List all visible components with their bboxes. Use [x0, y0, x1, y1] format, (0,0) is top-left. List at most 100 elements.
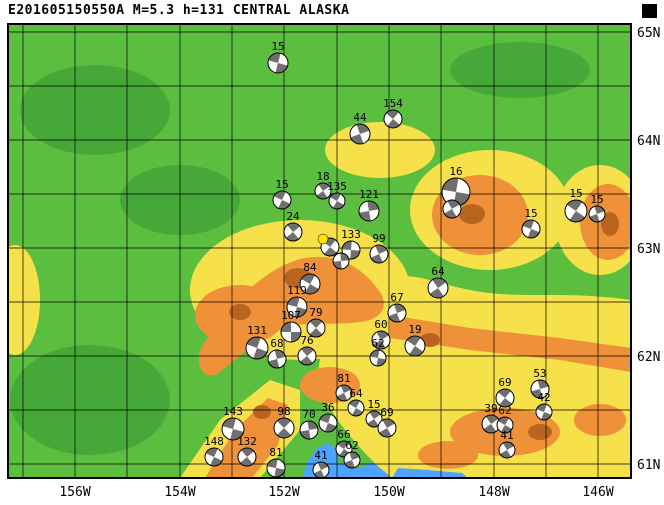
coastal-water — [392, 468, 468, 478]
beachball-quadrant — [267, 459, 278, 468]
focal-mechanism: 132 — [237, 435, 257, 467]
depth-label: 66 — [337, 428, 350, 441]
beachball-outline — [535, 403, 553, 421]
focal-mechanism: 133 — [341, 228, 361, 260]
beachball-outline — [369, 244, 389, 264]
focal-mechanism: 15 — [267, 40, 289, 74]
terrain-layer — [8, 24, 631, 478]
focal-mechanism: 143 — [221, 405, 245, 441]
focal-mechanism: 36 — [318, 401, 338, 433]
depth-label: 36 — [321, 401, 334, 414]
depth-label: 67 — [390, 291, 403, 304]
beachball-quadrant — [309, 328, 323, 337]
depth-label: 119 — [287, 284, 307, 297]
beachball-outline — [371, 330, 391, 350]
beachball-outline — [530, 379, 550, 399]
focal-mechanism: 98 — [273, 405, 295, 439]
corner-marker-icon — [642, 4, 657, 18]
beachball-outline — [383, 109, 403, 129]
depth-label: 62 — [371, 337, 384, 350]
beachball-quadrant — [359, 211, 371, 221]
beachball-outline — [318, 413, 338, 433]
depth-label: 15 — [524, 207, 537, 220]
depth-label: 79 — [309, 306, 322, 319]
forest-patch — [20, 65, 170, 155]
depth-label: 70 — [302, 408, 315, 421]
focal-mechanism: 119 — [286, 284, 308, 318]
depth-label: 135 — [327, 180, 347, 193]
beachball-quadrant — [485, 414, 499, 424]
beachball-outline — [280, 321, 302, 343]
focal-mechanism: 41 — [312, 449, 330, 479]
beachball-quadrant — [301, 347, 314, 356]
beachball-quadrant — [307, 420, 318, 430]
depth-label: 60 — [374, 318, 387, 331]
beachball-quadrant — [342, 240, 352, 250]
focal-mechanism: 84 — [299, 261, 321, 295]
depth-label: 81 — [269, 446, 282, 459]
focal-mechanism: 64 — [347, 387, 365, 417]
focal-mechanism: 18 — [314, 170, 332, 200]
depth-label: 69 — [380, 406, 393, 419]
mountain-range — [205, 398, 288, 478]
depth-label: 44 — [353, 111, 367, 124]
beachball-quadrant — [370, 350, 380, 358]
depth-label: 107 — [281, 309, 301, 322]
beachball-quadrant — [369, 410, 381, 419]
focal-mechanism: 70 — [299, 408, 319, 440]
graticule — [8, 24, 631, 478]
beachball-quadrant — [429, 288, 444, 299]
depth-label: 68 — [270, 337, 283, 350]
focal-mechanism: 42 — [535, 391, 553, 421]
focal-mechanism: 131 — [245, 324, 269, 360]
beachball-quadrant — [483, 424, 497, 434]
beachball-quadrant — [340, 253, 349, 261]
depth-label: 143 — [223, 405, 243, 418]
depth-label: 69 — [498, 376, 511, 389]
high-peak — [528, 424, 552, 440]
beachball-outline — [365, 410, 383, 428]
beachball-quadrant — [240, 457, 253, 466]
focal-mechanism — [442, 199, 462, 219]
beachball-outline — [564, 199, 588, 223]
depth-label: 15 — [569, 187, 582, 200]
beachball-outline — [204, 447, 224, 467]
beachball-quadrant — [333, 261, 342, 269]
beachball-outline — [387, 303, 407, 323]
depth-label: 15 — [275, 178, 288, 191]
depth-label: 132 — [237, 435, 257, 448]
beachball-outline — [286, 296, 308, 318]
longitude-label: 148W — [478, 485, 509, 500]
depth-label: 18 — [316, 170, 329, 183]
focal-mechanism: 148 — [204, 435, 224, 467]
depth-label: 131 — [247, 324, 267, 337]
focal-mechanism: 62 — [369, 337, 387, 367]
focal-mechanism: 15 — [521, 207, 541, 239]
latitude-label: 64N — [637, 134, 660, 149]
beachball-outline — [521, 219, 541, 239]
beachball-outline — [272, 190, 292, 210]
focal-mechanism: 154 — [383, 97, 403, 129]
focal-mechanism: 69 — [377, 406, 397, 438]
focal-mechanism: 53 — [530, 367, 550, 399]
beachball-outline — [496, 416, 514, 434]
beachball-outline — [442, 199, 462, 219]
beachball-outline — [369, 349, 387, 367]
beachball-quadrant — [501, 425, 512, 433]
beachball-quadrant — [379, 428, 392, 437]
depth-label: 154 — [383, 97, 403, 110]
beachball-quadrant — [337, 440, 349, 449]
beachball-quadrant — [301, 274, 315, 284]
beachball-quadrant — [241, 448, 254, 457]
mountain-range — [390, 315, 631, 372]
focal-mechanism: 60 — [371, 318, 391, 350]
beachball-outline — [267, 349, 287, 369]
lowland-yellow-region — [325, 122, 435, 178]
map-frame — [7, 23, 632, 479]
beachball-quadrant — [333, 201, 344, 210]
depth-label: 133 — [341, 228, 361, 241]
depth-label: 62 — [498, 404, 511, 417]
beachball-outline — [332, 252, 350, 270]
beachball-outline — [267, 52, 289, 74]
